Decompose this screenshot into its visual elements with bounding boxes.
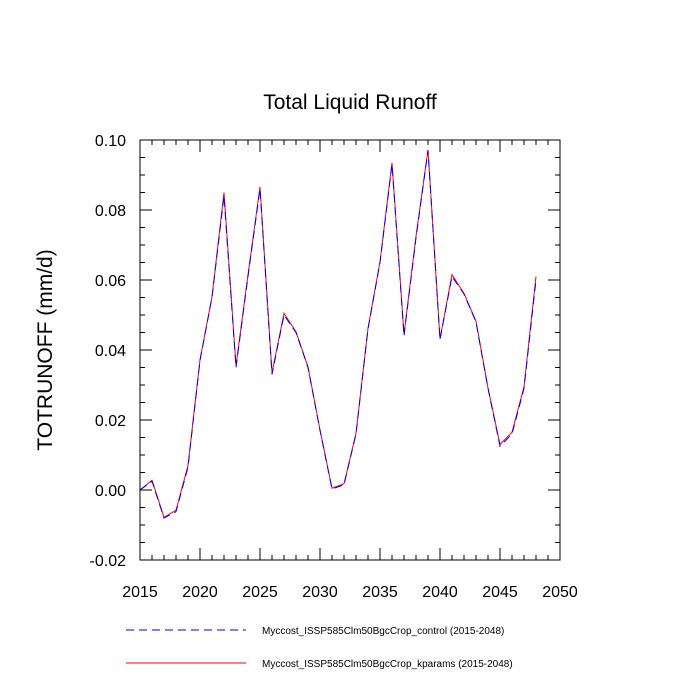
x-tick-label: 2040 (422, 584, 458, 601)
x-tick-label: 2030 (302, 584, 338, 601)
series-line-kparams (139, 149, 537, 519)
legend-label: Myccost_ISSP585Clm50BgcCrop_kparams (201… (262, 659, 513, 670)
x-tick-label: 2015 (122, 584, 158, 601)
y-tick-labels: -0.02 0.00 0.02 0.04 0.06 0.08 0.10 (90, 133, 127, 570)
x-tick-label: 2050 (542, 584, 578, 601)
y-tick-label: 0.00 (95, 483, 126, 500)
plot-frame (139, 139, 561, 561)
series-lines (139, 149, 537, 519)
y-tick-label: 0.08 (95, 203, 126, 220)
x-tick-label: 2045 (482, 584, 518, 601)
y-tick-label: 0.06 (95, 273, 126, 290)
y-tick-label: -0.02 (90, 553, 127, 570)
series-line-control (139, 150, 537, 519)
x-tick-label: 2035 (362, 584, 398, 601)
axis-ticks (139, 139, 561, 561)
y-axis-label: TOTRUNOFF (mm/d) (34, 249, 57, 450)
chart-title: Total Liquid Runoff (263, 91, 437, 114)
y-tick-label: 0.04 (95, 343, 126, 360)
y-tick-label: 0.02 (95, 413, 126, 430)
legend: Myccost_ISSP585Clm50BgcCrop_control (201… (126, 626, 513, 670)
x-tick-label: 2020 (182, 584, 218, 601)
x-tick-labels: 2015 2020 2025 2030 2035 2040 2045 2050 (122, 584, 578, 601)
x-tick-label: 2025 (242, 584, 278, 601)
legend-label: Myccost_ISSP585Clm50BgcCrop_control (201… (262, 626, 504, 637)
y-tick-label: 0.10 (95, 133, 126, 150)
